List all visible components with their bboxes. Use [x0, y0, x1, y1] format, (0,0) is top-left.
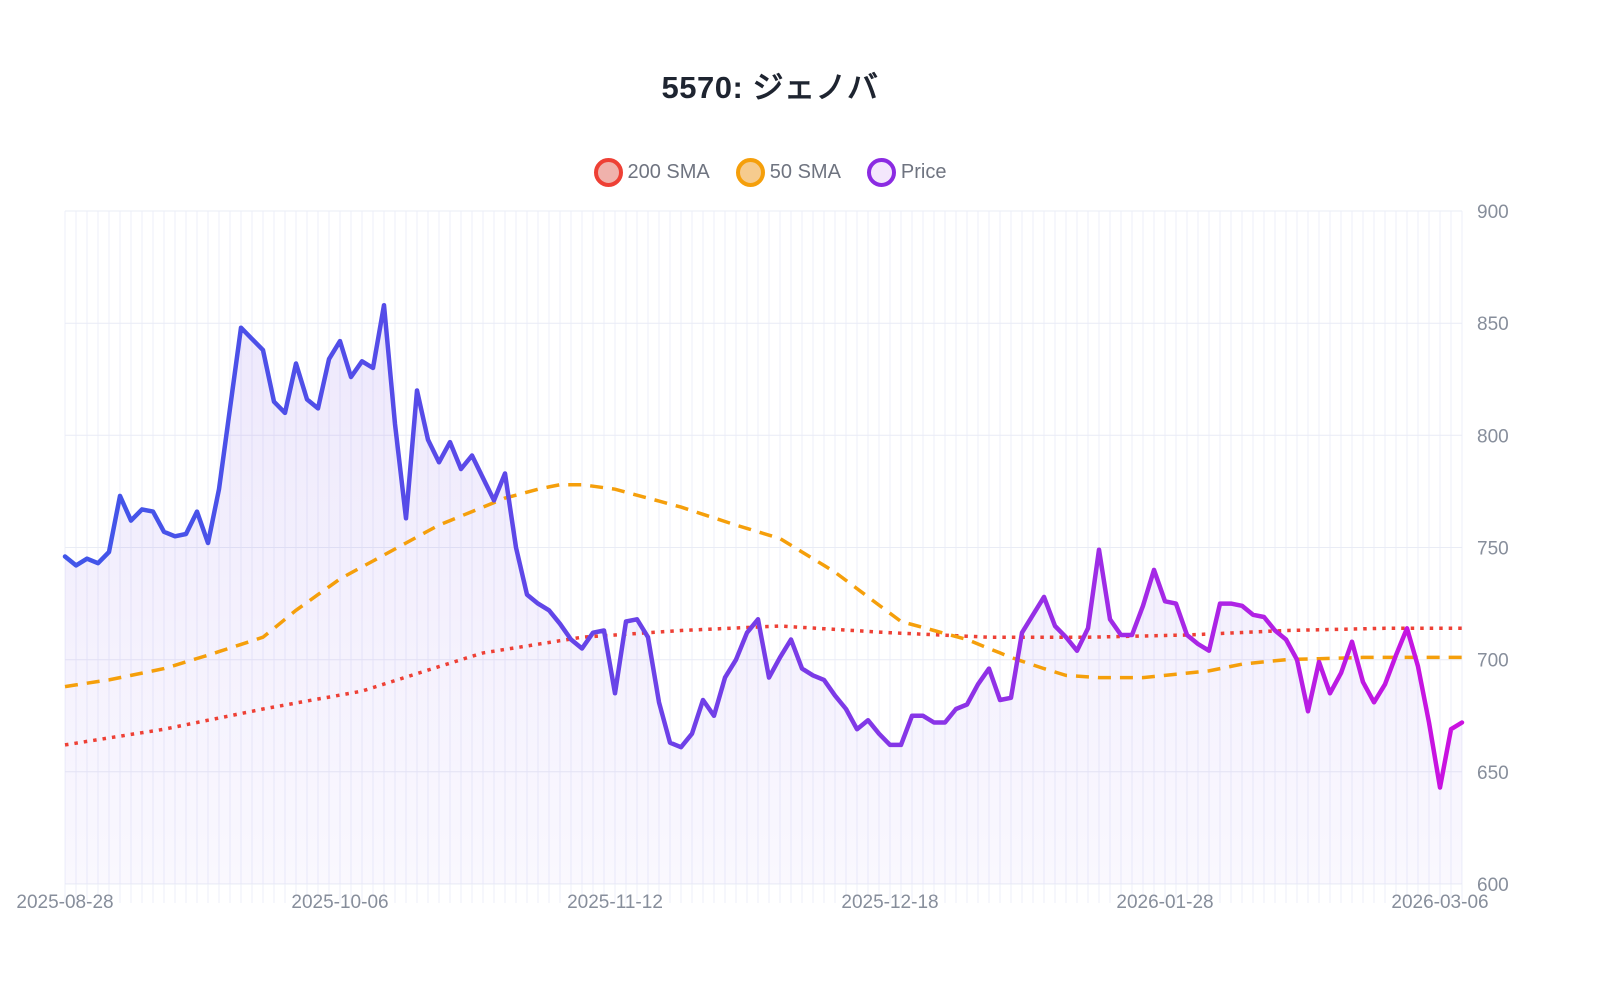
svg-text:650: 650 [1477, 763, 1509, 784]
legend-label-price: Price [900, 161, 947, 183]
legend-item-200sma[interactable]: 200 SMA [593, 158, 710, 187]
svg-text:2025-08-28: 2025-08-28 [16, 892, 113, 913]
svg-text:800: 800 [1477, 426, 1509, 447]
svg-text:900: 900 [1477, 202, 1509, 223]
svg-text:2025-12-18: 2025-12-18 [841, 892, 938, 913]
svg-text:2026-03-06: 2026-03-06 [1391, 892, 1488, 913]
x-axis-labels: 2025-08-28 2025-10-06 2025-11-12 2025-12-18… [16, 892, 1488, 913]
chart-title: 5570: ジェノバ [661, 70, 879, 105]
legend-item-price[interactable]: Price [866, 158, 947, 187]
y-axis-labels: 900 850 800 750 700 650 600 [1477, 202, 1509, 896]
sma50-line [64, 482, 1462, 689]
price-area [65, 305, 1462, 884]
legend-label-50sma: 50 SMA [769, 161, 841, 183]
legend-marker-50sma-icon [735, 158, 765, 187]
svg-text:2025-11-12: 2025-11-12 [567, 892, 663, 913]
svg-text:850: 850 [1477, 314, 1509, 335]
legend-item-50sma[interactable]: 50 SMA [735, 158, 841, 187]
legend-marker-200sma-icon [593, 158, 623, 187]
legend-label-200sma: 200 SMA [627, 161, 710, 183]
svg-text:700: 700 [1477, 651, 1509, 672]
legend-marker-price-icon [866, 158, 896, 187]
svg-text:2025-10-06: 2025-10-06 [291, 892, 388, 913]
svg-text:2026-01-28: 2026-01-28 [1116, 892, 1213, 913]
svg-text:600: 600 [1477, 875, 1509, 896]
chart-legend: 200 SMA 50 SMA Price [0, 158, 1540, 187]
svg-text:750: 750 [1477, 539, 1509, 560]
price-line [62, 302, 1465, 790]
